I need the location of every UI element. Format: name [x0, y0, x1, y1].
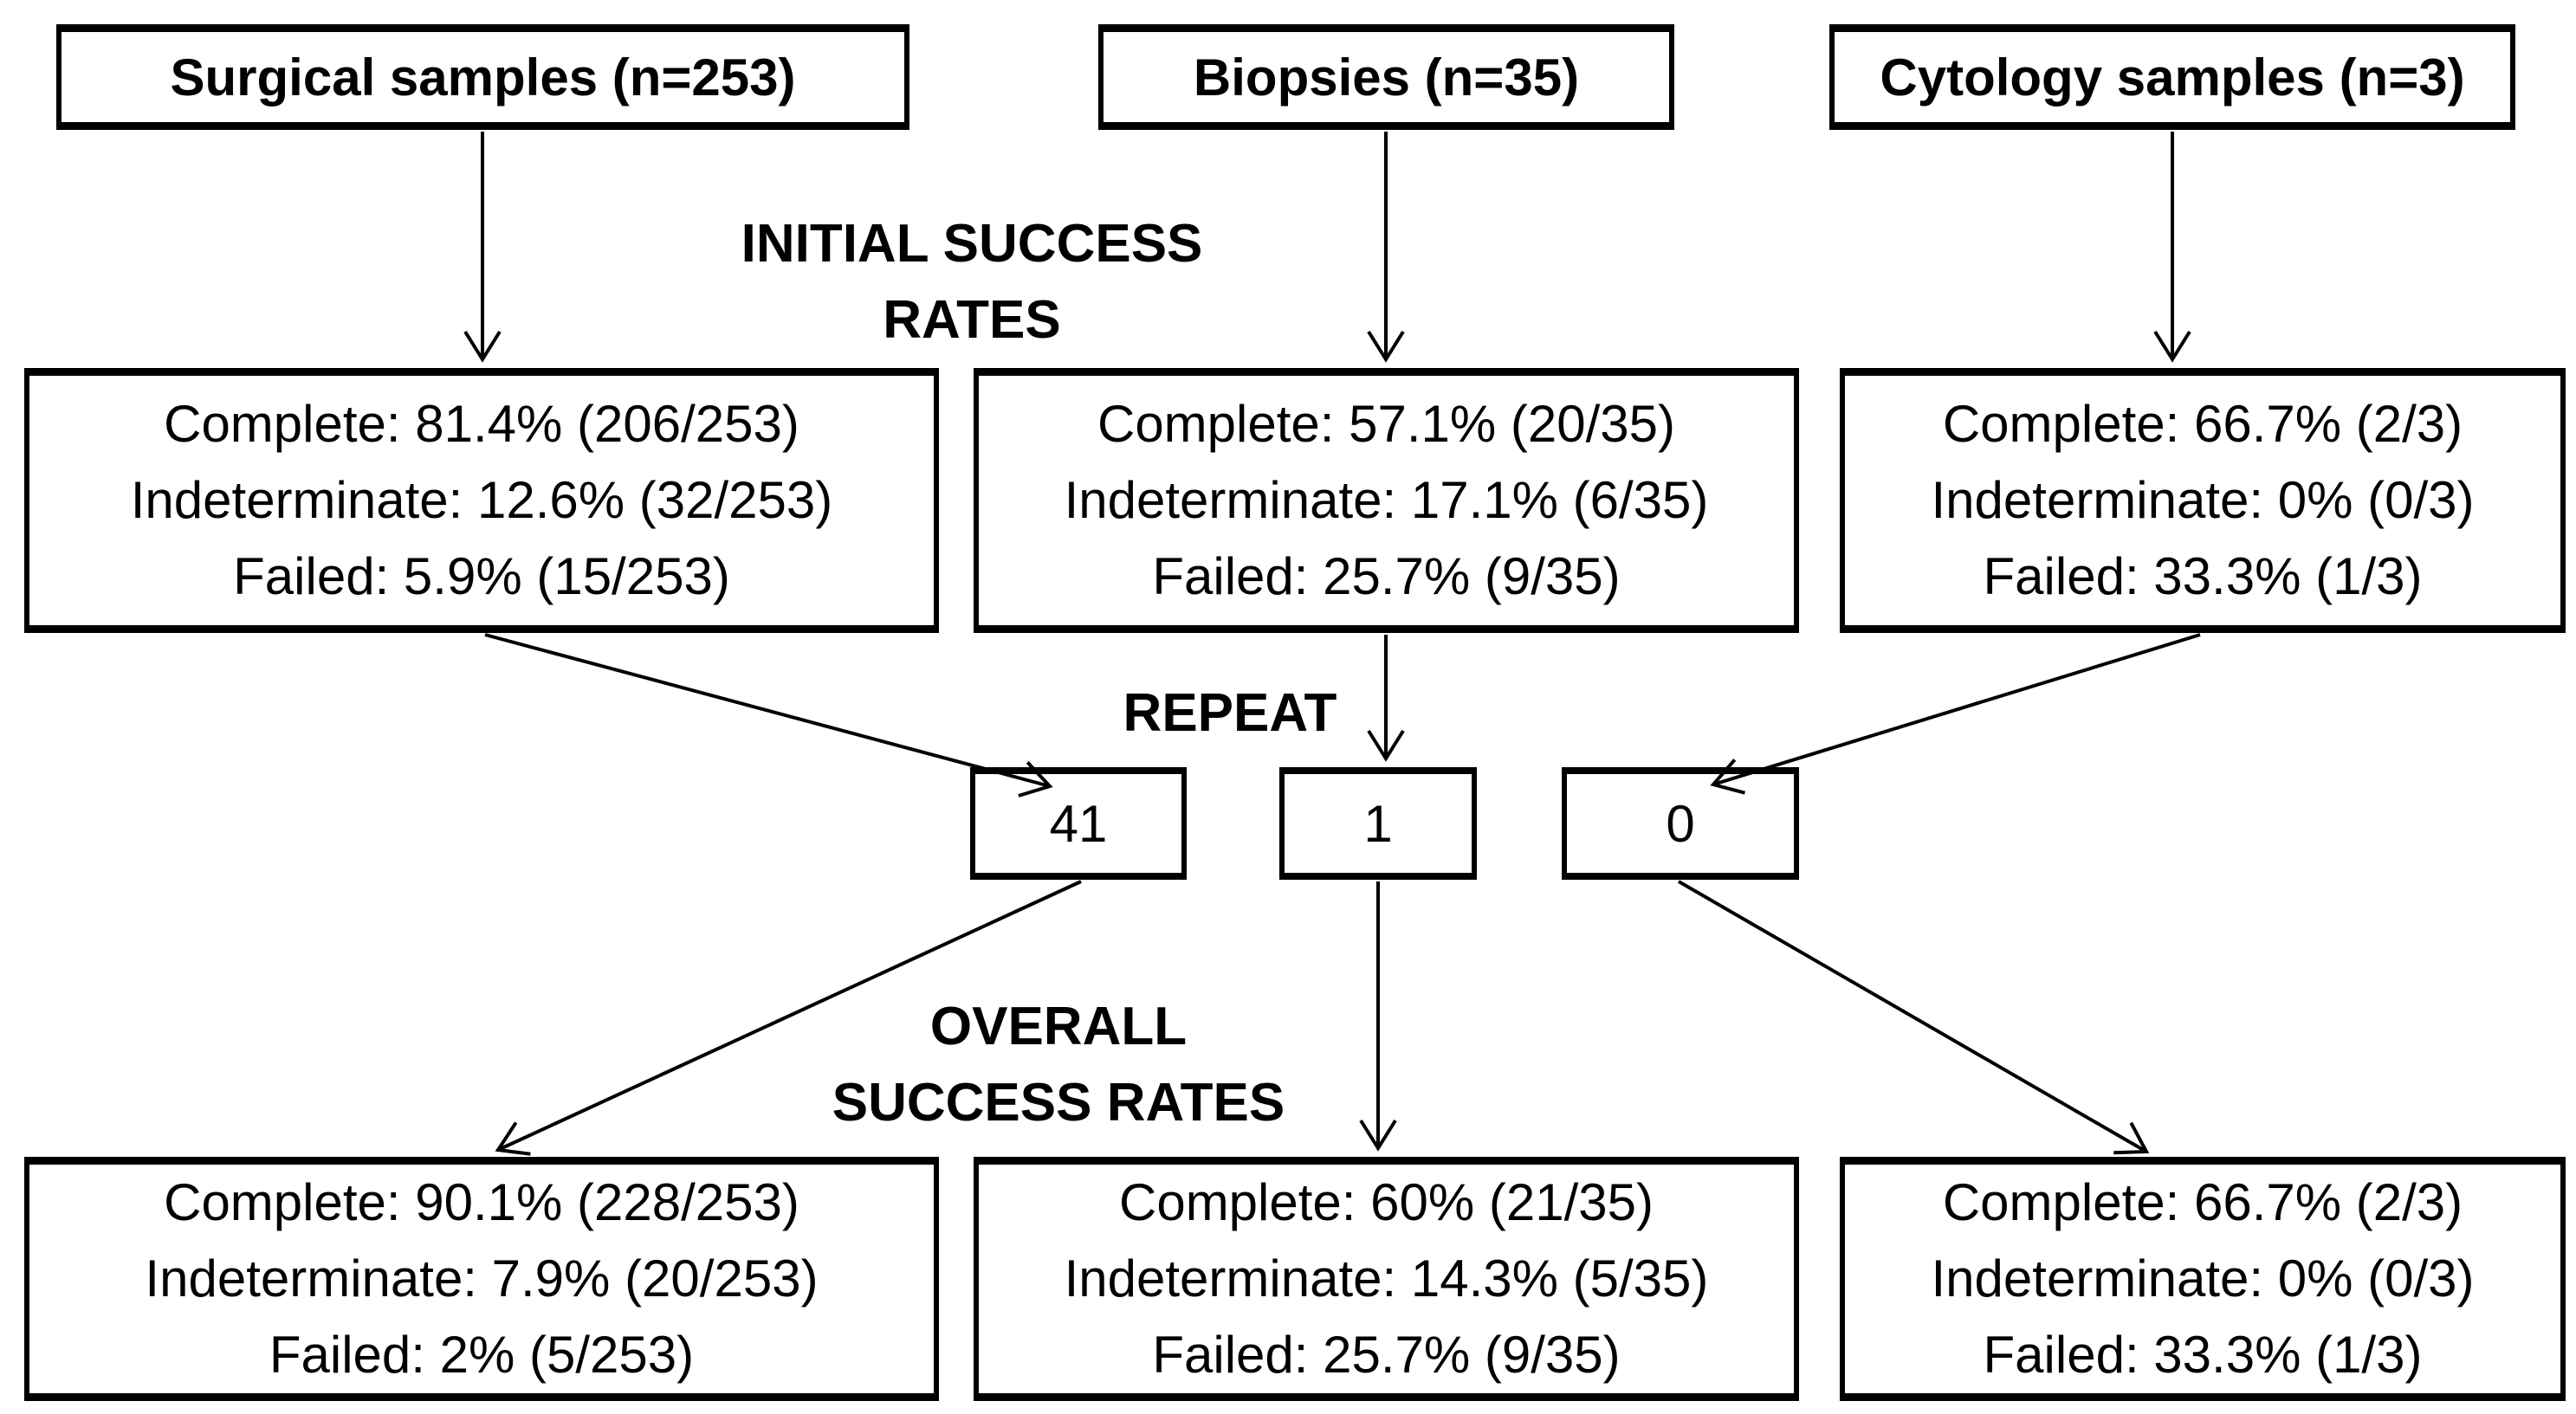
overall-cytology-failed: Failed: 33.3% (1/3)	[1983, 1326, 2423, 1384]
source-box-biopsies: Biopsies (n=35)	[1098, 24, 1674, 130]
repeat-count-box-biopsies: 1	[1279, 767, 1477, 880]
initial-cytology-failed: Failed: 33.3% (1/3)	[1983, 547, 2423, 605]
arrow-initial-surgical-to-repeat	[484, 633, 1053, 797]
label-initial-success-rates: INITIAL SUCCESS RATES	[539, 206, 1405, 358]
overall-cytology-complete: Complete: 66.7% (2/3)	[1942, 1173, 2463, 1231]
label-repeat: REPEAT	[970, 675, 1490, 752]
overall-surgical-indeterminate: Indeterminate: 7.9% (20/253)	[145, 1249, 819, 1307]
overall-rates-box-biopsies: Complete: 60% (21/35) Indeterminate: 14.…	[974, 1157, 1799, 1401]
source-label-cytology: Cytology samples (n=3)	[1880, 48, 2465, 107]
initial-cytology-complete: Complete: 66.7% (2/3)	[1942, 395, 2463, 453]
arrow-initial-cytology-to-repeat	[1710, 633, 2201, 795]
overall-cytology-indeterminate: Indeterminate: 0% (0/3)	[1931, 1249, 2475, 1307]
initial-surgical-complete: Complete: 81.4% (206/253)	[164, 395, 799, 453]
initial-cytology-indeterminate: Indeterminate: 0% (0/3)	[1931, 471, 2475, 529]
repeat-count-surgical: 41	[1049, 794, 1108, 853]
overall-rates-box-cytology: Complete: 66.7% (2/3) Indeterminate: 0% …	[1840, 1157, 2566, 1401]
arrow-repeat-to-overall-cytology	[1677, 880, 2150, 1155]
source-box-surgical: Surgical samples (n=253)	[56, 24, 909, 130]
initial-surgical-indeterminate: Indeterminate: 12.6% (32/253)	[130, 471, 833, 529]
label-repeat-text: REPEAT	[1123, 683, 1337, 743]
label-initial-line1: INITIAL SUCCESS	[741, 214, 1203, 274]
repeat-count-box-surgical: 41	[970, 767, 1187, 880]
repeat-count-box-cytology: 0	[1562, 767, 1799, 880]
overall-surgical-complete: Complete: 90.1% (228/253)	[164, 1173, 799, 1231]
source-label-surgical: Surgical samples (n=253)	[170, 48, 796, 107]
overall-biopsies-complete: Complete: 60% (21/35)	[1119, 1173, 1654, 1231]
initial-rates-box-biopsies: Complete: 57.1% (20/35) Indeterminate: 1…	[974, 368, 1799, 633]
label-overall-success-rates: OVERALL SUCCESS RATES	[625, 989, 1492, 1141]
repeat-count-biopsies: 1	[1363, 794, 1393, 853]
overall-biopsies-indeterminate: Indeterminate: 14.3% (5/35)	[1064, 1249, 1709, 1307]
source-label-biopsies: Biopsies (n=35)	[1193, 48, 1580, 107]
repeat-count-cytology: 0	[1666, 794, 1695, 853]
overall-biopsies-failed: Failed: 25.7% (9/35)	[1152, 1326, 1621, 1384]
initial-biopsies-complete: Complete: 57.1% (20/35)	[1097, 395, 1676, 453]
initial-rates-box-surgical: Complete: 81.4% (206/253) Indeterminate:…	[24, 368, 939, 633]
initial-rates-box-cytology: Complete: 66.7% (2/3) Indeterminate: 0% …	[1840, 368, 2566, 633]
initial-biopsies-indeterminate: Indeterminate: 17.1% (6/35)	[1064, 471, 1709, 529]
label-initial-line2: RATES	[883, 290, 1061, 350]
label-overall-line1: OVERALL	[929, 997, 1188, 1056]
label-overall-line2: SUCCESS RATES	[832, 1073, 1285, 1133]
initial-biopsies-failed: Failed: 25.7% (9/35)	[1152, 547, 1621, 605]
initial-surgical-failed: Failed: 5.9% (15/253)	[233, 547, 730, 605]
overall-surgical-failed: Failed: 2% (5/253)	[269, 1326, 695, 1384]
overall-rates-box-surgical: Complete: 90.1% (228/253) Indeterminate:…	[24, 1157, 939, 1401]
source-box-cytology: Cytology samples (n=3)	[1829, 24, 2515, 130]
